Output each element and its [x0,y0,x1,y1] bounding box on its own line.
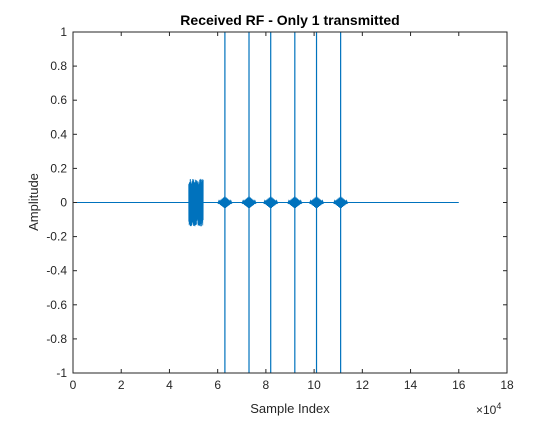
x-tick-label: 2 [118,378,125,392]
signal-series [73,32,459,373]
x-axis-label: Sample Index [250,401,330,416]
y-tick-label: -0.8 [46,332,67,346]
y-tick-label: 1 [60,25,67,39]
x-axis: 0 2 4 6 8 10 12 14 16 18 [70,32,514,392]
x-tick-label: 0 [70,378,77,392]
spike-ringing [241,196,257,209]
spike-ringing [308,196,325,209]
x-tick-label: 18 [500,378,514,392]
y-tick-label: 0.4 [50,127,67,141]
x-axis-exponent: ×104 [476,401,501,417]
y-tick-label: 0.8 [50,59,67,73]
y-tick-label: 0 [60,196,67,210]
x-axis-exponent-base: ×10 [476,403,497,417]
x-tick-label: 4 [166,378,173,392]
y-axis: -1 -0.8 -0.6 -0.4 -0.2 0 0.2 0.4 0.6 0.8 1 [46,25,507,380]
y-axis-label: Amplitude [26,173,41,231]
chart-title: Received RF - Only 1 transmitted [180,12,399,28]
x-tick-label: 6 [214,378,221,392]
x-tick-label: 14 [404,378,418,392]
spike-ringing [217,196,233,209]
x-tick-label: 16 [452,378,466,392]
noise-burst [188,178,204,227]
x-axis-exponent-power: 4 [496,401,501,411]
spike-ringing [287,196,303,209]
x-tick-label: 12 [356,378,370,392]
y-tick-label: 0.2 [50,161,67,175]
x-tick-label: 8 [263,378,270,392]
y-tick-label: -1 [56,366,67,380]
y-tick-label: -0.6 [46,298,67,312]
y-tick-label: 0.6 [50,93,67,107]
y-tick-label: -0.4 [46,264,67,278]
spike-ringing [263,196,279,209]
x-tick-label: 10 [307,378,321,392]
spike-ringing [332,196,349,209]
y-tick-label: -0.2 [46,230,67,244]
